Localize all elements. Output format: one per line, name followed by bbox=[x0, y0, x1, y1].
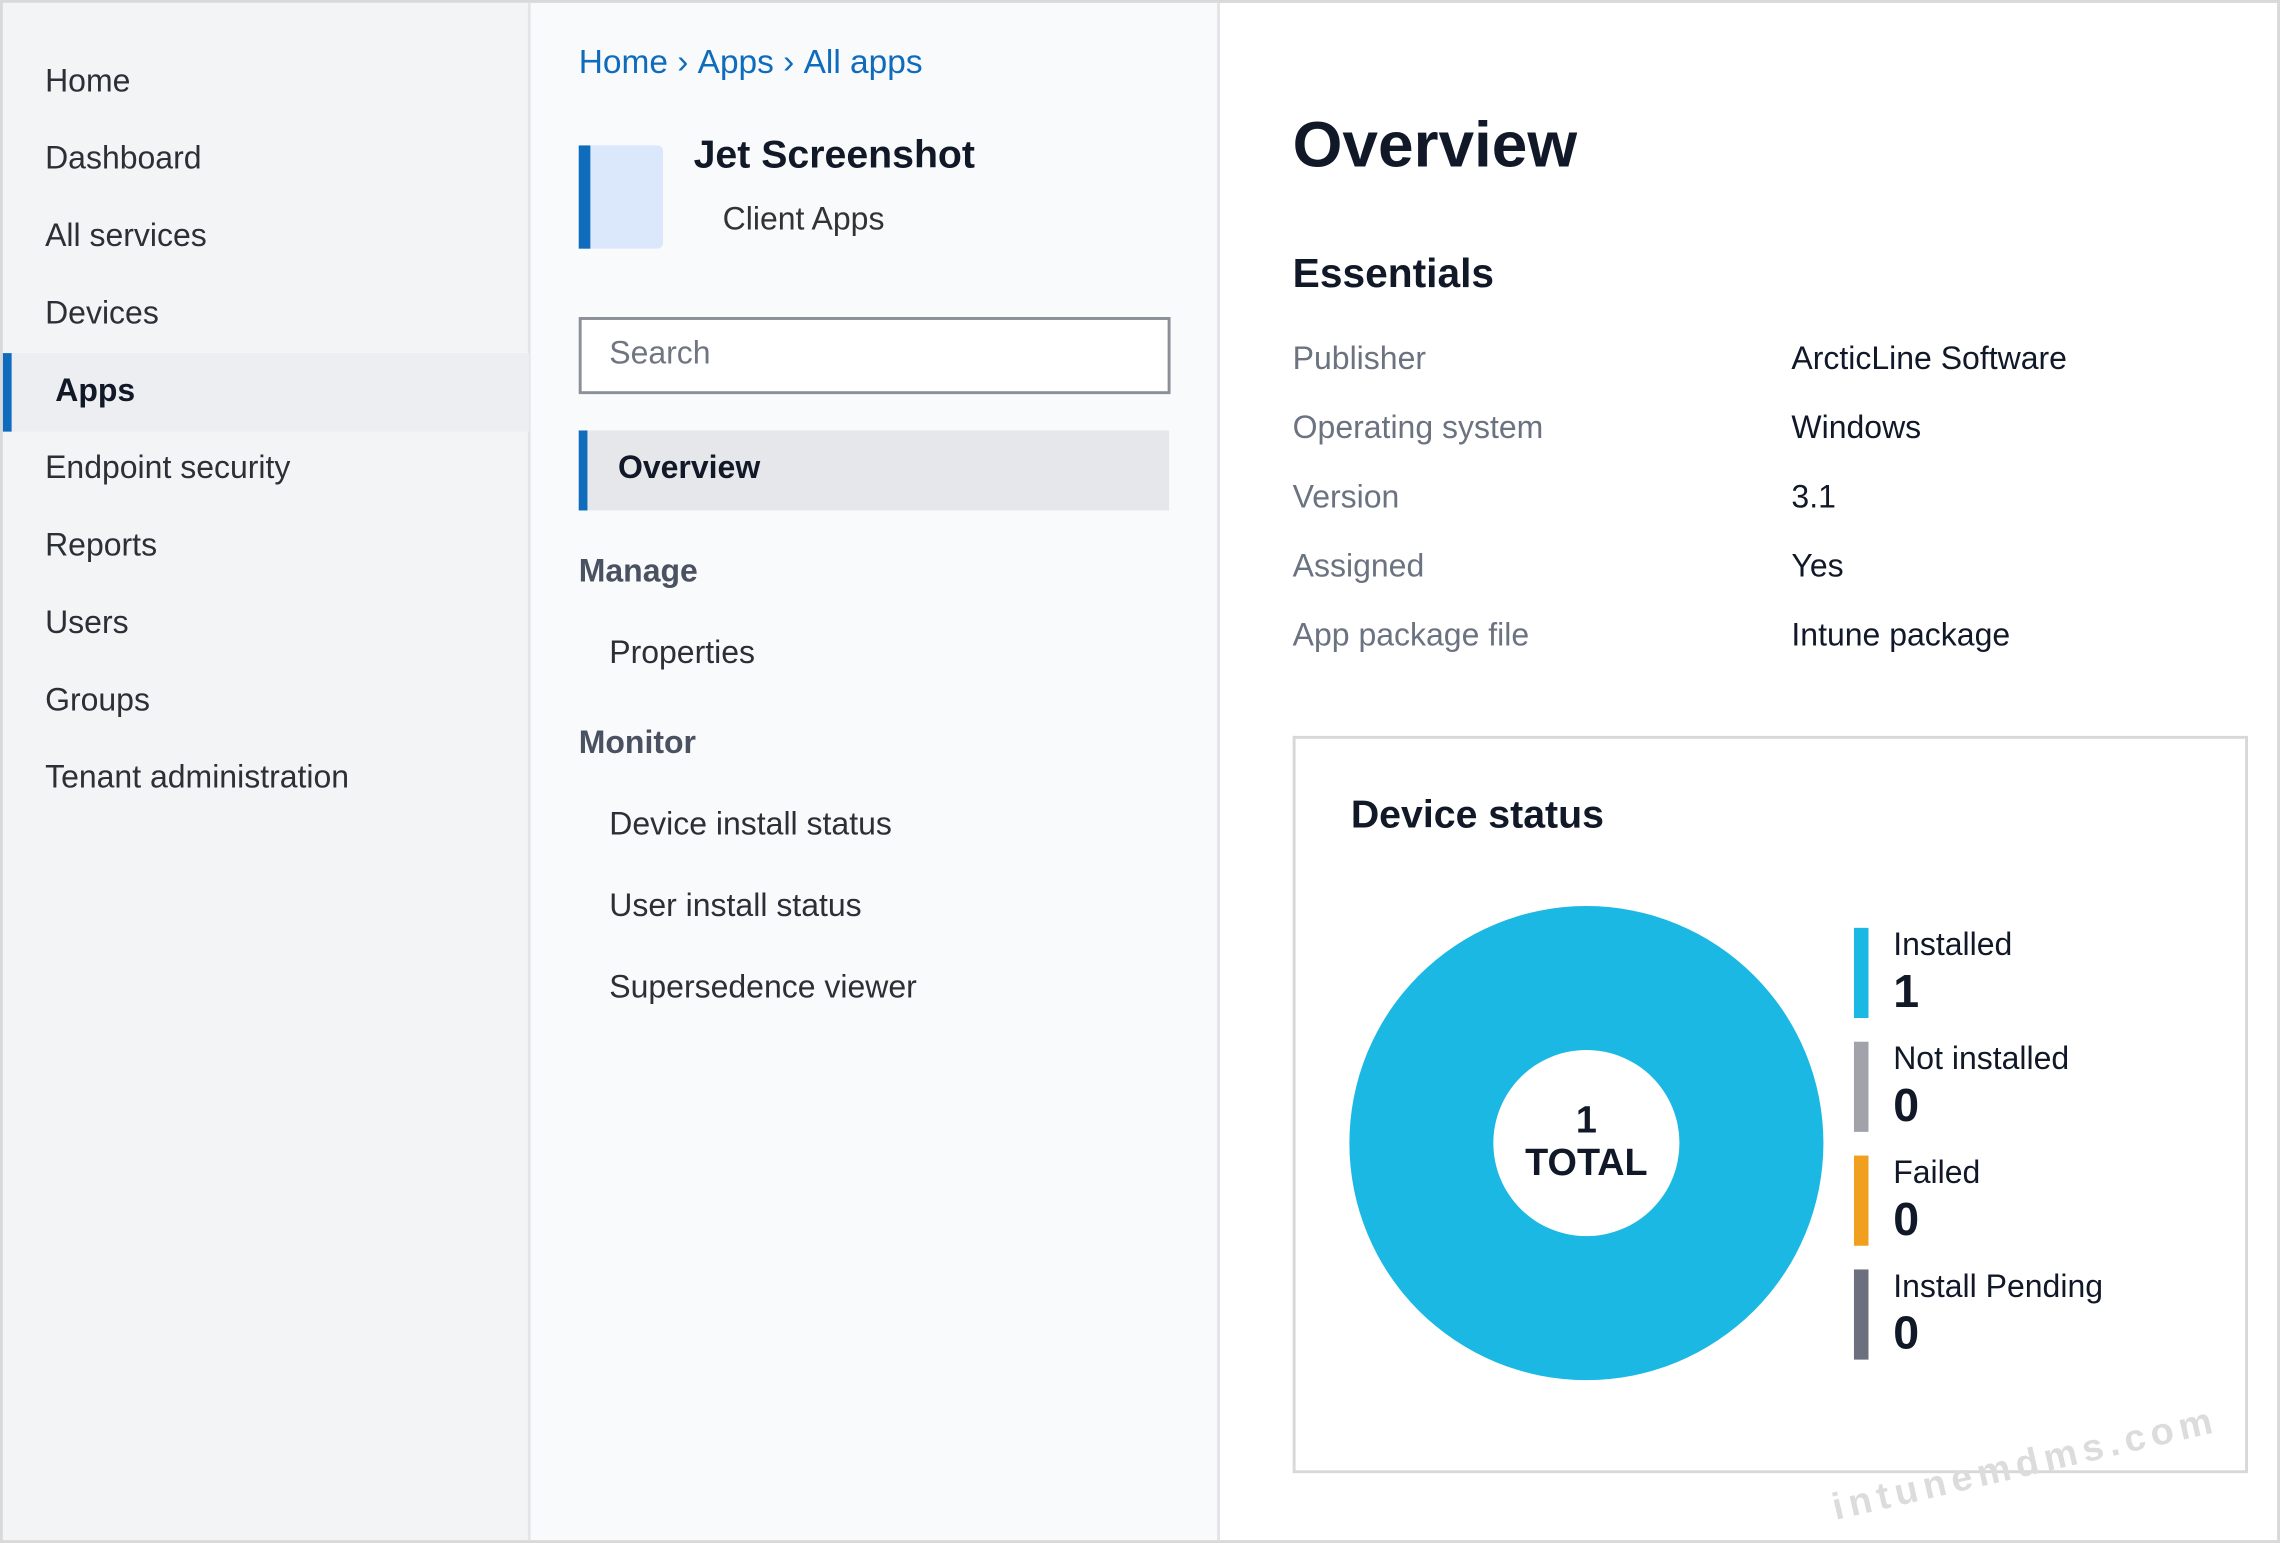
menu-item[interactable]: Properties bbox=[609, 634, 755, 670]
nav-item[interactable]: Home bbox=[45, 62, 130, 98]
chart-title: Device status bbox=[1351, 793, 1604, 837]
breadcrumb-link[interactable]: Home bbox=[579, 44, 668, 81]
menu-item[interactable]: Supersedence viewer bbox=[609, 968, 917, 1004]
section-title: Essentials bbox=[1293, 250, 1494, 296]
search-placeholder: Search bbox=[609, 334, 710, 370]
menu-section-title: Manage bbox=[579, 552, 698, 588]
essential-label: Assigned bbox=[1293, 547, 1425, 583]
app-menu-panel bbox=[530, 2, 1219, 1541]
legend-swatch bbox=[1853, 927, 1869, 1019]
app-name: Jet Screenshot bbox=[694, 132, 975, 176]
legend-value: 0 bbox=[1893, 1307, 1919, 1359]
legend-label: Not installed bbox=[1893, 1040, 2069, 1076]
legend-value: 0 bbox=[1893, 1079, 1919, 1131]
legend-value: 0 bbox=[1893, 1193, 1919, 1245]
nav-item[interactable]: Users bbox=[45, 604, 129, 640]
nav-item[interactable]: Groups bbox=[45, 681, 150, 717]
donut-segment bbox=[1349, 906, 1824, 1381]
donut-total: 1 bbox=[1576, 1100, 1597, 1142]
breadcrumb-link[interactable]: All apps bbox=[804, 44, 923, 81]
nav-item[interactable]: Tenant administration bbox=[45, 759, 349, 795]
page-title: Overview bbox=[1293, 109, 1578, 181]
donut-total-label: TOTAL bbox=[1525, 1142, 1647, 1184]
legend-swatch bbox=[1853, 1269, 1869, 1360]
breadcrumb: Home › Apps › All apps bbox=[579, 44, 923, 81]
nav-item[interactable]: Dashboard bbox=[45, 140, 201, 176]
app-icon bbox=[578, 145, 664, 249]
menu-section-title: Monitor bbox=[579, 724, 696, 760]
essential-value: ArcticLine Software bbox=[1791, 340, 2067, 376]
legend-swatch bbox=[1853, 1155, 1869, 1246]
legend-label: Installed bbox=[1893, 926, 2012, 962]
search-box[interactable] bbox=[578, 317, 1171, 395]
sidebar bbox=[2, 2, 530, 1541]
app-subtitle: Client Apps bbox=[723, 201, 885, 237]
legend-label: Failed bbox=[1893, 1154, 1980, 1190]
essential-label: Version bbox=[1293, 478, 1400, 514]
legend-swatch bbox=[1853, 1041, 1869, 1132]
nav-item[interactable]: Reports bbox=[45, 527, 157, 563]
essential-label: Publisher bbox=[1293, 340, 1427, 376]
menu-item[interactable]: Device install status bbox=[609, 805, 892, 841]
menu-active[interactable] bbox=[578, 430, 1170, 511]
breadcrumb-link[interactable]: Apps bbox=[698, 44, 774, 81]
nav-item[interactable]: All services bbox=[45, 217, 207, 253]
app-icon-accent bbox=[578, 145, 591, 249]
menu-item[interactable]: User install status bbox=[609, 887, 861, 923]
breadcrumb-separator: › bbox=[677, 44, 688, 81]
nav-item[interactable]: Devices bbox=[45, 294, 159, 330]
menu-active-bar bbox=[578, 430, 588, 511]
essential-value: Windows bbox=[1791, 409, 1921, 445]
legend-label: Install Pending bbox=[1893, 1268, 2103, 1304]
essential-value: Intune package bbox=[1791, 616, 2010, 652]
essential-label: App package file bbox=[1293, 616, 1529, 652]
nav-active bbox=[2, 353, 530, 432]
menu-item[interactable]: Overview bbox=[618, 449, 760, 485]
legend-value: 1 bbox=[1893, 965, 1919, 1017]
nav-item[interactable]: Apps bbox=[55, 372, 135, 408]
nav-item[interactable]: Endpoint security bbox=[45, 449, 290, 485]
essential-label: Operating system bbox=[1293, 409, 1544, 445]
breadcrumb-separator: › bbox=[783, 44, 794, 81]
nav-active-bar bbox=[2, 353, 12, 432]
essential-value: 3.1 bbox=[1791, 478, 1835, 514]
essential-value: Yes bbox=[1791, 547, 1843, 583]
